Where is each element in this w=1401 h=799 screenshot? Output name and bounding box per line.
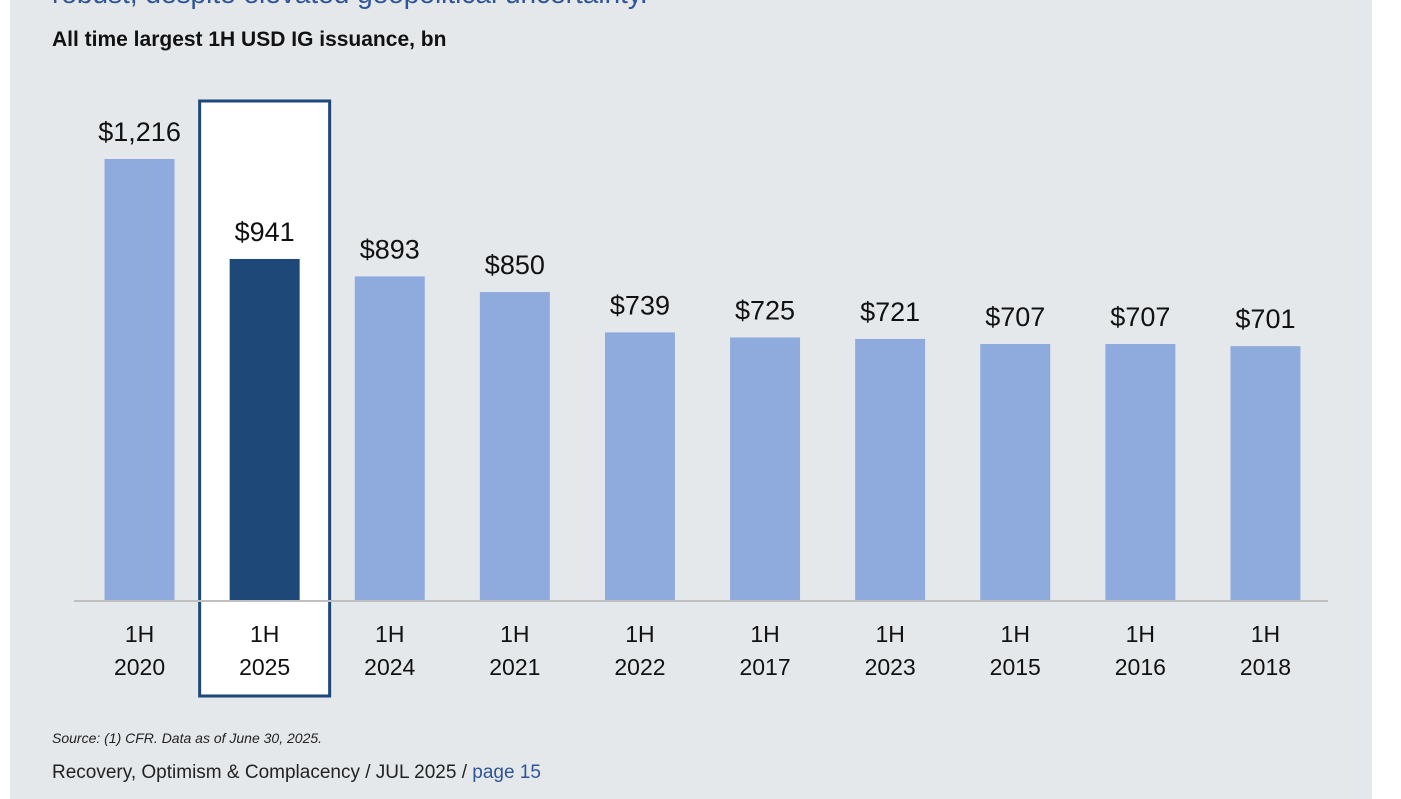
x-tick-label: 1H xyxy=(125,621,154,647)
x-tick-label: 1H xyxy=(1001,621,1030,647)
x-tick-label: 2022 xyxy=(614,654,665,680)
data-label: $850 xyxy=(485,250,545,280)
data-label: $893 xyxy=(360,234,420,264)
bar xyxy=(1230,346,1301,601)
data-label: $701 xyxy=(1235,304,1295,334)
footer: Recovery, Optimism & Complacency / JUL 2… xyxy=(52,762,541,784)
x-tick-label: 2017 xyxy=(739,654,790,680)
x-tick-label: 2021 xyxy=(489,654,540,680)
page-link[interactable]: page 15 xyxy=(472,762,541,783)
data-label: $1,216 xyxy=(98,117,181,147)
x-tick-label: 1H xyxy=(625,621,654,647)
bar xyxy=(229,258,300,601)
bar xyxy=(1105,344,1176,601)
x-tick-label: 1H xyxy=(750,621,779,647)
bar xyxy=(980,344,1051,601)
x-tick-label: 2015 xyxy=(990,654,1041,680)
x-tick-label: 2020 xyxy=(114,654,165,680)
bar xyxy=(730,337,801,601)
slide-panel: robust, despite elevated geopolitical un… xyxy=(10,0,1372,799)
source-note: Source: (1) CFR. Data as of June 30, 202… xyxy=(52,730,323,746)
x-tick-label: 1H xyxy=(500,621,529,647)
data-label: $707 xyxy=(1110,302,1170,332)
data-label: $721 xyxy=(860,297,920,327)
bar xyxy=(104,159,175,601)
bar-chart: $1,216 1H 2020 $941 1H 2025 $893 1H 2024 $850 1H 20… xyxy=(74,99,1328,698)
x-tick-label: 1H xyxy=(1126,621,1155,647)
x-tick-label: 1H xyxy=(375,621,404,647)
bar xyxy=(604,332,675,601)
x-tick-label: 2016 xyxy=(1115,654,1166,680)
x-tick-label: 2023 xyxy=(865,654,916,680)
bar xyxy=(354,276,425,601)
data-label: $941 xyxy=(235,217,295,247)
data-label: $707 xyxy=(985,302,1045,332)
slide-headline: robust, despite elevated geopolitical un… xyxy=(52,0,648,10)
x-tick-label: 2025 xyxy=(239,654,290,680)
x-tick-label: 2018 xyxy=(1240,654,1291,680)
chart-title: All time largest 1H USD IG issuance, bn xyxy=(52,28,447,51)
x-tick-label: 1H xyxy=(250,621,279,647)
bar xyxy=(855,338,926,601)
footer-text: Recovery, Optimism & Complacency / JUL 2… xyxy=(52,762,473,783)
data-label: $725 xyxy=(735,295,795,325)
data-label: $739 xyxy=(610,290,670,320)
bar xyxy=(479,292,550,601)
x-tick-label: 1H xyxy=(1251,621,1280,647)
x-tick-label: 2024 xyxy=(364,654,415,680)
x-tick-label: 1H xyxy=(875,621,904,647)
